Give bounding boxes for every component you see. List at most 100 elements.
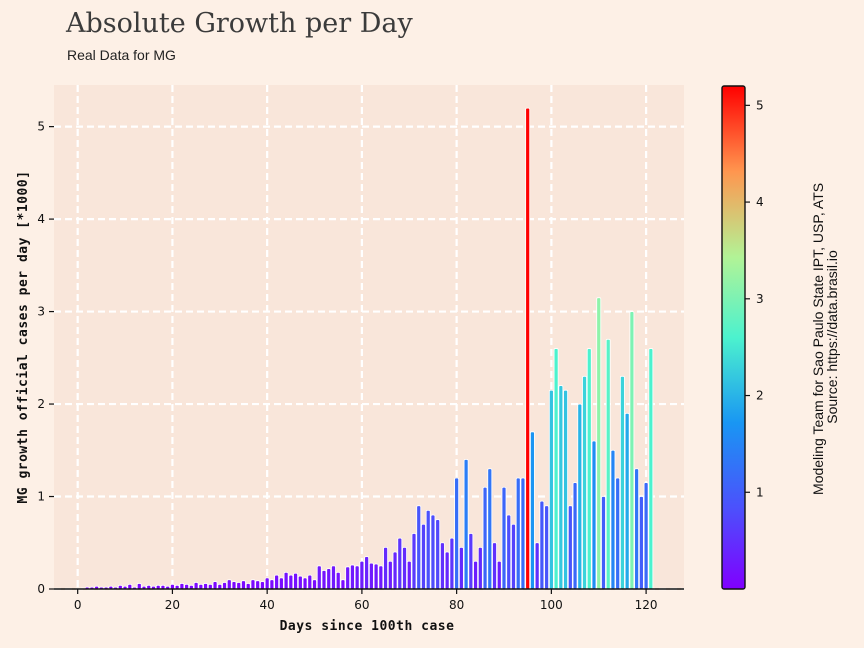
bar xyxy=(610,449,616,590)
bar xyxy=(582,375,587,590)
bar xyxy=(179,583,185,590)
x-tick-label: 0 xyxy=(74,598,82,612)
bar xyxy=(383,546,388,590)
bar xyxy=(563,389,568,590)
y-tick-label: 2 xyxy=(37,397,45,411)
bar xyxy=(515,477,521,590)
x-tick-label: 60 xyxy=(354,598,369,612)
x-tick-label: 20 xyxy=(165,598,180,612)
x-tick-label: 120 xyxy=(635,598,658,612)
bar xyxy=(577,403,583,590)
bar xyxy=(364,556,370,590)
bar xyxy=(231,581,237,590)
bar xyxy=(648,348,654,590)
x-tick-label: 40 xyxy=(260,598,275,612)
bar xyxy=(553,348,559,590)
bar xyxy=(468,533,474,590)
bar xyxy=(477,546,483,590)
bar xyxy=(321,570,327,590)
bar xyxy=(487,468,493,590)
bar xyxy=(387,560,393,590)
bar xyxy=(458,546,464,590)
bar xyxy=(463,459,469,590)
bar xyxy=(226,579,232,590)
bar xyxy=(312,579,317,590)
bar xyxy=(615,477,621,590)
bar xyxy=(473,560,478,590)
bar xyxy=(567,505,573,590)
bar xyxy=(411,533,417,590)
credit-line-2: Source: https://data.brasil.io xyxy=(824,250,840,424)
x-tick-labels: 0 20 40 60 80 100 120 xyxy=(74,589,658,612)
credit-line-1: Modeling Team for Sao Paulo State IPT, U… xyxy=(810,183,826,495)
colorbar-ticks: 1 2 3 4 5 xyxy=(745,98,764,499)
bar xyxy=(534,542,540,590)
credit-text: Modeling Team for Sao Paulo State IPT, U… xyxy=(810,179,840,495)
x-tick-label: 100 xyxy=(540,598,563,612)
y-axis-label: MG growth official cases per day [*1000] xyxy=(16,170,31,503)
bar xyxy=(288,574,294,590)
bar xyxy=(293,572,298,590)
bar xyxy=(591,440,597,590)
bar xyxy=(572,482,578,590)
bar xyxy=(548,389,554,590)
bar xyxy=(506,514,512,590)
bar xyxy=(511,523,516,590)
bar xyxy=(278,577,284,590)
bar xyxy=(492,542,497,590)
bar xyxy=(212,581,218,590)
bar xyxy=(638,496,644,590)
bar xyxy=(302,577,308,590)
colorbar-tick-label: 1 xyxy=(756,485,764,499)
bar xyxy=(340,579,346,590)
bar xyxy=(496,560,502,590)
bar xyxy=(316,565,322,590)
bar xyxy=(359,560,365,590)
bar xyxy=(634,468,640,590)
bar xyxy=(525,107,531,590)
y-tick-label: 0 xyxy=(37,582,45,596)
bar xyxy=(629,311,635,590)
bar xyxy=(544,505,550,590)
bar xyxy=(250,579,256,590)
bar xyxy=(605,338,611,590)
bar xyxy=(331,565,336,590)
bar xyxy=(440,542,445,590)
bar xyxy=(482,486,488,590)
bar xyxy=(601,496,606,590)
y-tick-label: 5 xyxy=(37,120,45,134)
y-tick-label: 4 xyxy=(37,212,45,226)
bar xyxy=(193,582,199,590)
bar xyxy=(354,565,360,590)
bar xyxy=(402,546,407,590)
bar xyxy=(136,583,142,590)
bar xyxy=(350,564,355,590)
bar xyxy=(430,514,436,590)
bar xyxy=(297,575,303,590)
x-tick-label: 80 xyxy=(449,598,464,612)
bar xyxy=(373,563,379,590)
bar xyxy=(255,580,261,590)
bar xyxy=(444,551,450,590)
bar xyxy=(368,562,374,590)
bar xyxy=(530,431,535,590)
bar xyxy=(558,385,564,590)
bar xyxy=(539,500,545,590)
bar xyxy=(307,574,313,590)
bar xyxy=(454,477,460,590)
bar xyxy=(326,568,332,590)
bar xyxy=(620,375,625,590)
colorbar-tick-label: 5 xyxy=(756,98,764,112)
y-tick-labels: 0 1 2 3 4 5 xyxy=(37,120,54,596)
chart-subtitle: Real Data for MG xyxy=(67,47,176,63)
colorbar-tick-label: 3 xyxy=(756,292,764,306)
bar xyxy=(425,509,431,590)
colorbar xyxy=(721,85,746,590)
bar xyxy=(260,581,265,590)
bar xyxy=(392,551,398,590)
colorbar-tick-label: 2 xyxy=(756,389,764,403)
bar xyxy=(586,348,592,590)
bar xyxy=(643,482,649,590)
bar xyxy=(501,486,507,590)
chart-title: Absolute Growth per Day xyxy=(66,8,413,39)
